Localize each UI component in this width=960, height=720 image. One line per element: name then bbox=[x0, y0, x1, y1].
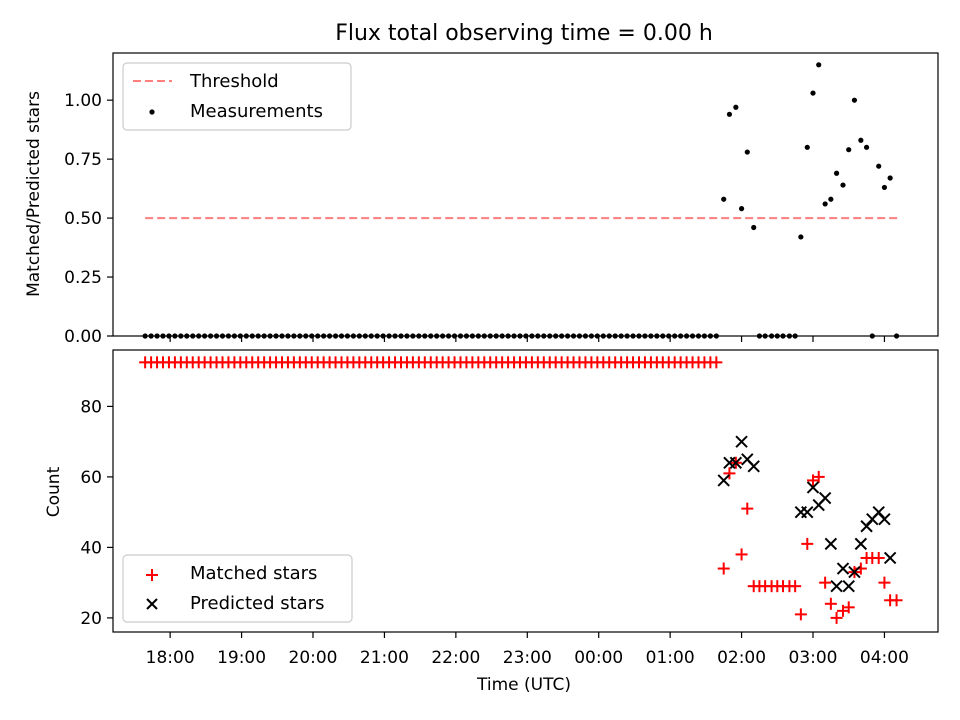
top-axes-frame bbox=[112, 52, 939, 337]
bottom-y-tick-label: 40 bbox=[80, 538, 102, 558]
top-y-tick-label: 0.25 bbox=[64, 268, 102, 288]
matched-point bbox=[741, 502, 754, 515]
top-y-tick-label: 1.00 bbox=[64, 91, 102, 111]
predicted-point bbox=[883, 551, 897, 565]
bottom-y-tick-label: 60 bbox=[80, 468, 102, 488]
x-tick-label: 01:00 bbox=[646, 648, 695, 668]
bottom-y-tick-label: 80 bbox=[80, 397, 102, 417]
legend-matched-label: Matched stars bbox=[190, 563, 317, 584]
measurement-point bbox=[881, 184, 888, 191]
matched-point bbox=[723, 467, 736, 480]
predicted-point bbox=[854, 537, 868, 551]
legend-threshold-label: Threshold bbox=[189, 71, 279, 92]
matched-point bbox=[794, 608, 807, 621]
matched-point bbox=[830, 611, 843, 624]
predicted-point bbox=[836, 562, 850, 575]
matched-point bbox=[878, 576, 891, 589]
predicted-point bbox=[842, 579, 855, 593]
legend-matched-swatch bbox=[146, 569, 158, 581]
predicted-point bbox=[729, 456, 743, 470]
top-legend: Threshold Measurements bbox=[122, 62, 352, 131]
top-legend-box bbox=[122, 62, 352, 131]
measurement-point bbox=[751, 224, 757, 231]
matched-point bbox=[824, 597, 837, 610]
top-y-tick-label: 0.75 bbox=[64, 150, 102, 170]
matched-point bbox=[812, 470, 825, 483]
bottom-axes-frame bbox=[112, 349, 939, 633]
matched-point bbox=[710, 356, 723, 369]
top-panel: 0.00 0.25 0.50 0.75 1.00 Matched/Predicted s… bbox=[24, 52, 939, 347]
predicted-point bbox=[830, 579, 843, 593]
x-tick-label: 23:00 bbox=[503, 648, 552, 668]
measurement-point bbox=[851, 97, 858, 103]
measurement-point bbox=[833, 170, 840, 176]
bottom-y-axis-label: Count bbox=[44, 466, 64, 517]
measurement-point bbox=[858, 137, 864, 143]
predicted-point bbox=[878, 512, 891, 526]
measurement-point bbox=[804, 144, 810, 150]
x-tick-label: 02:00 bbox=[717, 648, 766, 668]
top-y-axis-label: Matched/Predicted stars bbox=[24, 91, 44, 297]
measurement-point bbox=[721, 196, 727, 202]
measurement-point bbox=[798, 234, 804, 240]
x-tick-label: 03:00 bbox=[789, 648, 838, 668]
top-y-tick-label: 0.00 bbox=[64, 327, 102, 347]
measurement-point bbox=[840, 182, 846, 188]
matched-point bbox=[735, 548, 748, 561]
measurement-point bbox=[816, 62, 822, 68]
top-y-tick-label: 0.50 bbox=[64, 209, 102, 229]
x-tick-label: 04:00 bbox=[860, 648, 909, 668]
bottom-y-tick-label: 20 bbox=[80, 609, 102, 629]
legend-measurements-label: Measurements bbox=[190, 101, 323, 122]
x-tick-label: 21:00 bbox=[360, 648, 409, 668]
legend-predicted-label: Predicted stars bbox=[190, 593, 324, 614]
matched-point bbox=[717, 562, 730, 575]
chart-title: Flux total observing time = 0.00 h bbox=[335, 21, 713, 46]
bottom-panel: 20 40 60 80 18:00 19:00 20:00 21:00 22:00 23:00 0… bbox=[44, 349, 939, 695]
matched-point bbox=[819, 576, 832, 589]
bottom-legend: Matched stars Predicted stars bbox=[122, 554, 353, 623]
legend-predicted-swatch bbox=[146, 598, 158, 610]
measurement-point bbox=[863, 144, 870, 150]
bottom-legend-box bbox=[122, 554, 353, 623]
measurement-point bbox=[887, 175, 893, 181]
measurement-point bbox=[822, 201, 828, 207]
measurement-point bbox=[846, 147, 852, 153]
measurement-point bbox=[876, 163, 882, 169]
matched-point bbox=[801, 537, 814, 550]
matched-point bbox=[789, 580, 802, 593]
x-tick-label: 22:00 bbox=[431, 648, 480, 668]
x-tick-label: 00:00 bbox=[574, 648, 623, 668]
matched-point bbox=[890, 594, 903, 607]
predicted-point bbox=[801, 505, 814, 519]
predicted-point bbox=[824, 537, 838, 551]
matched-point bbox=[872, 551, 885, 564]
predicted-point bbox=[735, 435, 748, 448]
measurement-point bbox=[828, 196, 834, 202]
measurement-point bbox=[810, 90, 816, 96]
measurement-point bbox=[744, 149, 750, 155]
predicted-point bbox=[806, 481, 820, 494]
measurement-point bbox=[733, 104, 739, 110]
predicted-point bbox=[717, 474, 730, 487]
matched-point bbox=[842, 601, 855, 614]
x-tick-label: 20:00 bbox=[289, 648, 338, 668]
legend-measurements-swatch bbox=[149, 109, 155, 115]
x-axis-label: Time (UTC) bbox=[476, 675, 571, 695]
predicted-point bbox=[747, 460, 760, 473]
measurement-point bbox=[726, 111, 733, 117]
predicted-point bbox=[818, 491, 832, 505]
x-tick-label: 19:00 bbox=[217, 648, 266, 668]
measurement-point bbox=[738, 206, 745, 212]
predicted-point bbox=[848, 565, 861, 579]
x-tick-label: 18:00 bbox=[146, 648, 195, 668]
